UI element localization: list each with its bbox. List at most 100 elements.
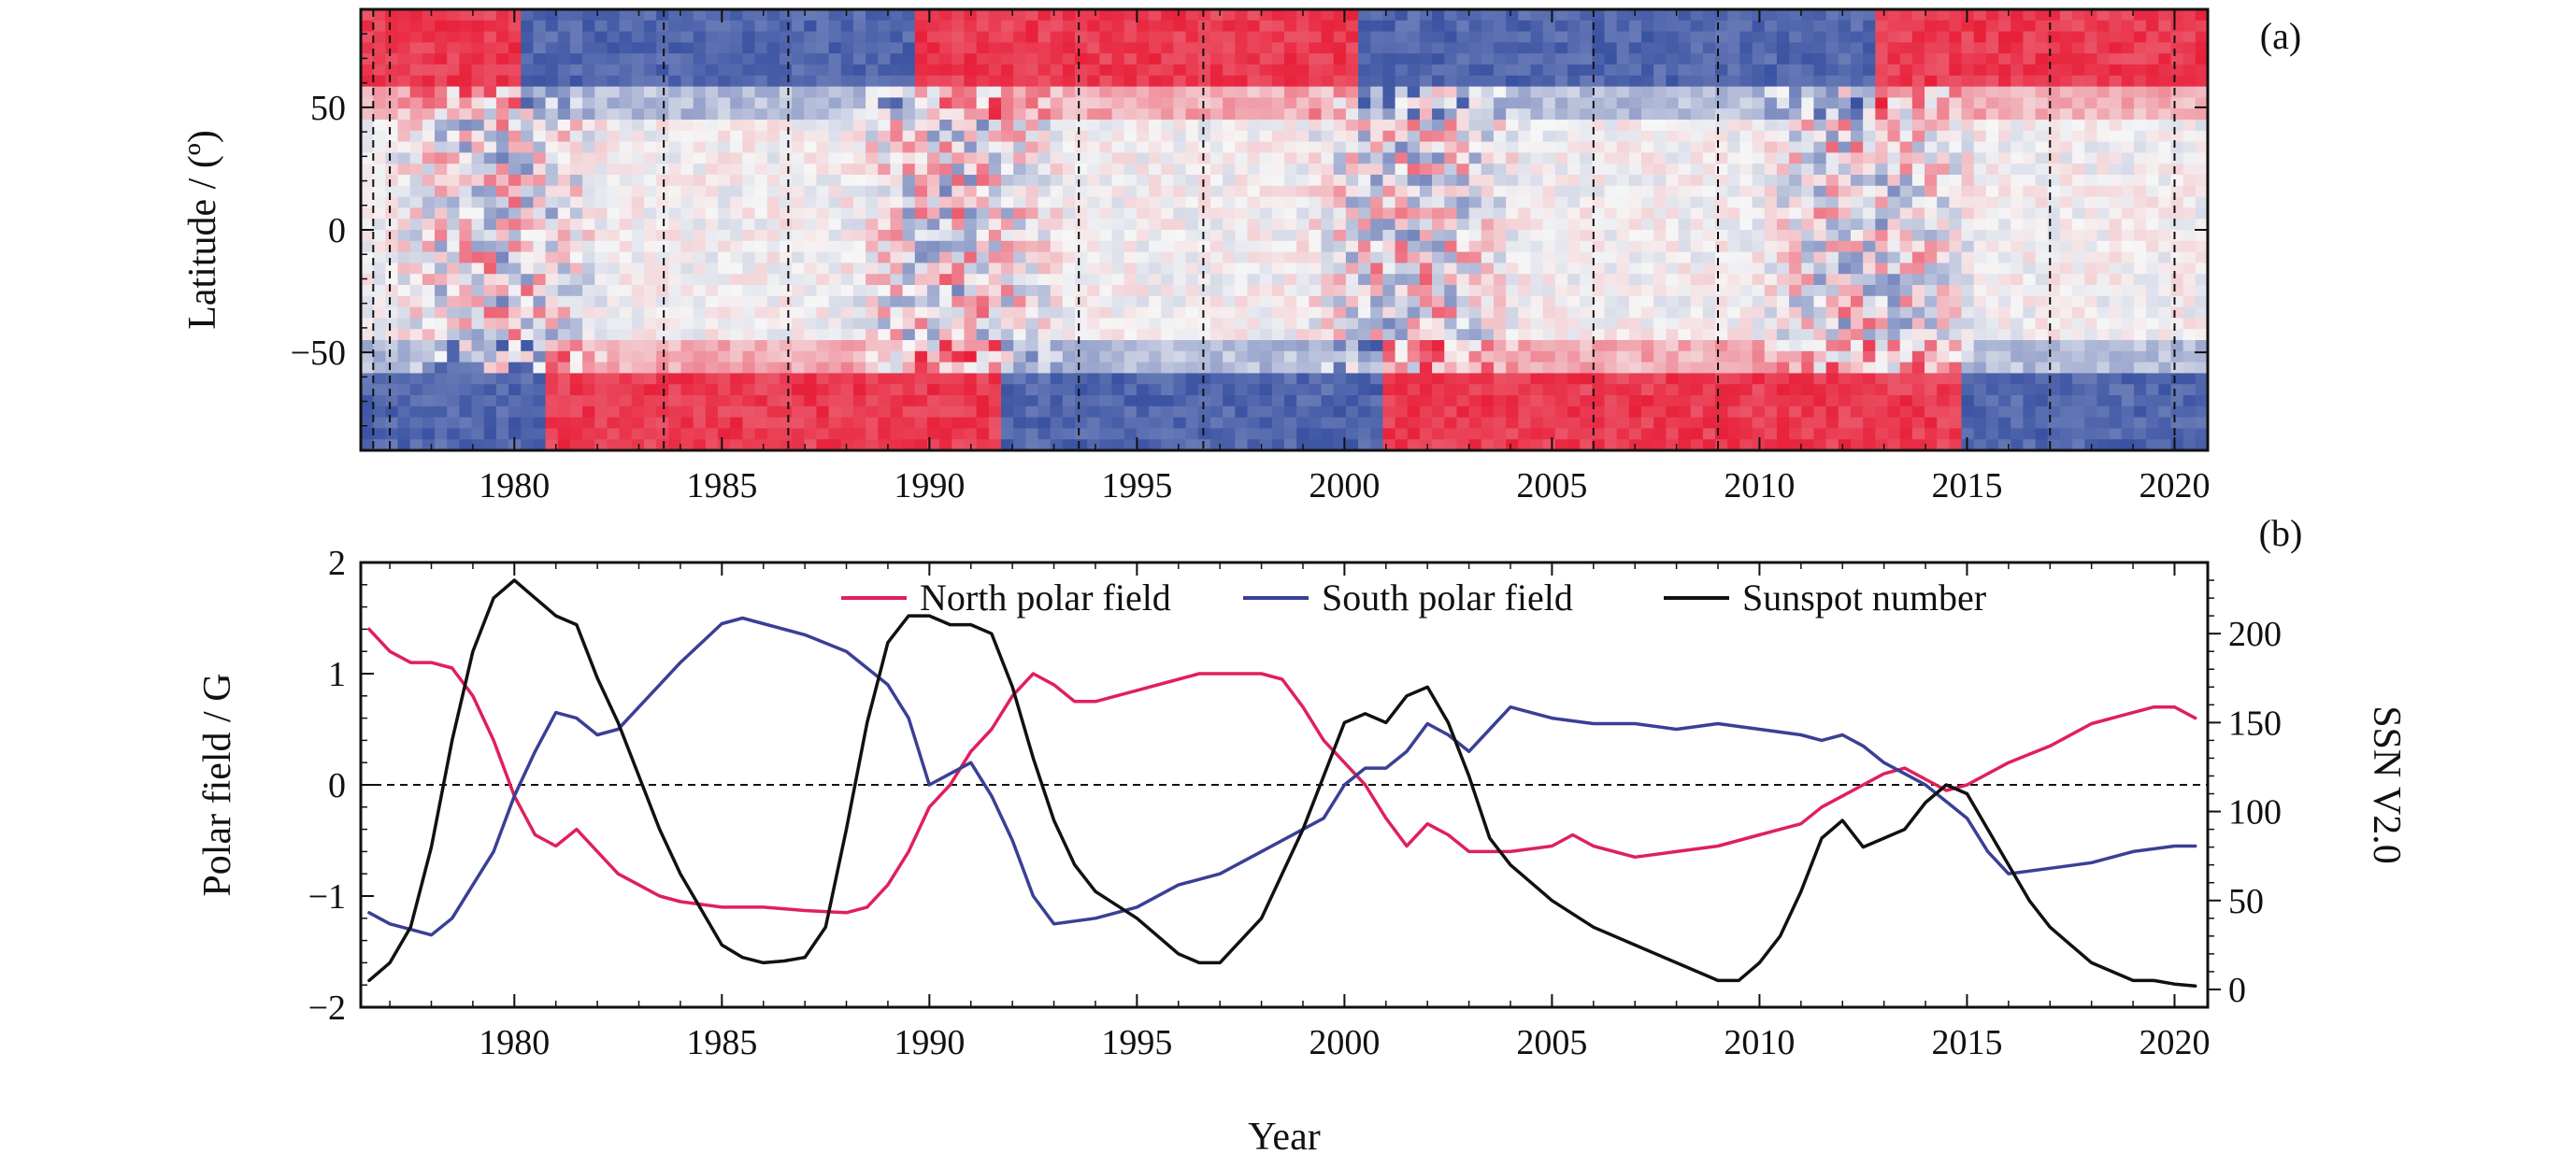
heatmap-cell [1813,285,1827,297]
heatmap-cell [422,120,436,132]
heatmap-cell [447,31,460,43]
heatmap-cell [1628,373,1642,385]
heatmap-cell [1197,306,1211,319]
heatmap-cell [1111,31,1125,43]
heatmap-cell [397,295,411,308]
heatmap-cell [1444,428,1458,440]
heatmap-cell [1789,108,1802,121]
heatmap-cell [1813,120,1827,132]
heatmap-cell [1136,207,1150,220]
heatmap-cell [1813,20,1827,33]
heatmap-cell [1333,285,1347,297]
heatmap-cell [435,86,448,98]
heatmap-cell [988,75,1002,88]
heatmap-cell [1382,230,1396,242]
heatmap-cell [878,329,892,341]
heatmap-cell [631,120,645,132]
heatmap-cell [533,285,547,297]
heatmap-cell [792,141,805,153]
heatmap-cell [718,141,731,153]
heatmap-cell [1025,329,1039,341]
heatmap-cell [1690,219,1704,231]
heatmap-cell [1678,219,1692,231]
heatmap-cell [1580,384,1593,396]
heatmap-cell [521,86,535,98]
heatmap-cell [1333,373,1347,385]
heatmap-cell [545,97,559,109]
heatmap-cell [1407,42,1421,54]
heatmap-cell [952,417,966,429]
heatmap-cell [1838,285,1852,297]
heatmap-cell [447,130,460,143]
heatmap-cell [705,20,719,33]
heatmap-cell [1456,439,1470,450]
heatmap-cell [1776,164,1790,176]
heatmap-cell [1123,219,1138,231]
heatmap-cell [619,31,633,43]
heatmap-cell [1087,417,1100,429]
heatmap-cell [409,53,423,65]
heatmap-cell [1382,152,1396,164]
heatmap-cell [533,164,547,176]
heatmap-cell [582,274,595,286]
heatmap-cell [1468,395,1482,407]
heatmap-cell [890,439,904,450]
heatmap-cell [964,395,978,407]
heatmap-cell [693,152,707,164]
heatmap-cell [766,64,780,77]
heatmap-cell [804,350,818,363]
heatmap-cell [1444,97,1458,109]
heatmap-cell [1678,185,1692,198]
heatmap-cell [631,64,645,77]
heatmap-cell [373,295,386,308]
heatmap-cell [619,230,633,242]
heatmap-cell [1530,373,1544,385]
heatmap-cell [1444,9,1458,21]
heatmap-cell [792,75,805,88]
heatmap-cell [435,141,448,153]
heatmap-cell [1616,64,1630,77]
heatmap-cell [1592,384,1606,396]
heatmap-cell [1678,86,1692,98]
heatmap-cell [1875,350,1889,363]
heatmap-cell [668,164,682,176]
heatmap-cell [1764,207,1778,220]
heatmap-cell [422,207,436,220]
heatmap-cell [557,406,571,419]
heatmap-cell [422,20,436,33]
heatmap-cell [557,31,571,43]
heatmap-cell [1123,240,1138,253]
heatmap-cell [1321,164,1335,176]
heatmap-cell [1284,439,1297,450]
heatmap-cell [828,251,842,263]
heatmap-cell [1727,120,1741,132]
heatmap-cell [1801,185,1815,198]
heatmap-cell [766,395,780,407]
heatmap-cell [1776,306,1790,319]
heatmap-cell [1432,130,1445,143]
heatmap-cell [705,274,719,286]
heatmap-cell [792,373,805,385]
heatmap-cell [988,53,1002,65]
heatmap-cell [1789,240,1802,253]
heatmap-cell [1309,152,1323,164]
heatmap-cell [680,350,694,363]
heatmap-cell [1111,362,1125,374]
heatmap-cell [459,285,473,297]
heatmap-cell [643,263,657,275]
heatmap-cell [1001,362,1014,374]
heatmap-cell [1801,141,1815,153]
heatmap-cell [1518,42,1532,54]
heatmap-cell [693,42,707,54]
heatmap-cell [1616,251,1630,263]
heatmap-cell [680,120,694,132]
heatmap-cell [631,175,645,187]
heatmap-cell [890,230,904,242]
heatmap-cell [1863,329,1876,341]
heatmap-cell [1481,439,1495,450]
heatmap-cell [939,130,952,143]
heatmap-cell [1321,20,1335,33]
heatmap-cell [1690,395,1704,407]
heatmap-cell [656,42,669,54]
heatmap-cell [1506,251,1519,263]
